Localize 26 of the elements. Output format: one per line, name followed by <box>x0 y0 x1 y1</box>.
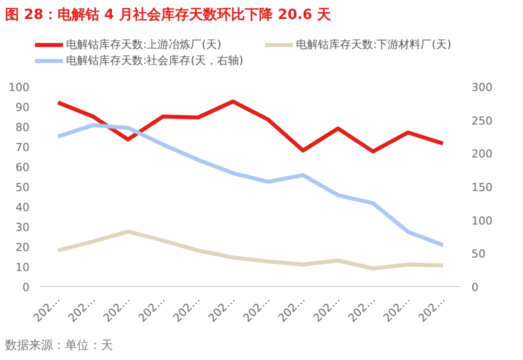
y-tick-label: 60 <box>16 161 30 174</box>
line-series <box>56 123 445 248</box>
y-tick-label: 30 <box>16 221 30 234</box>
y-tick-label: 80 <box>16 121 30 134</box>
y2-tick-label: 250 <box>472 114 492 128</box>
y-tick-label: 50 <box>16 181 30 194</box>
y2-tick-label: 100 <box>472 214 492 228</box>
y-tick-label: 0 <box>22 281 30 294</box>
source-note: 数据来源：单位：天 <box>5 337 113 354</box>
legend-label: 电解钴库存天数:下游材料厂(天) <box>295 37 452 53</box>
y2-tick-label: 200 <box>472 148 492 161</box>
y-tick-label: 40 <box>16 201 30 214</box>
line-series <box>56 100 445 154</box>
legend-label: 电解钴库存天数:上游冶炼厂(天) <box>65 37 222 53</box>
y-tick-label: 90 <box>16 101 30 114</box>
chart-title: 图 28：电解钴 4 月社会库存天数环比下降 20.6 天 <box>5 6 332 25</box>
y-tick-label: 20 <box>16 241 30 254</box>
y2-tick-label: 0 <box>472 281 478 294</box>
y2-tick-label: 150 <box>472 181 492 194</box>
y2-tick-label: 300 <box>472 81 492 94</box>
y2-tick-label: 50 <box>472 248 486 261</box>
y-tick-label: 100 <box>8 81 30 94</box>
legend-label: 电解钴库存天数:社会库存(天，右轴) <box>65 53 244 69</box>
y-tick-label: 70 <box>16 141 30 154</box>
y-tick-label: 10 <box>16 261 30 274</box>
line-series <box>56 230 445 270</box>
